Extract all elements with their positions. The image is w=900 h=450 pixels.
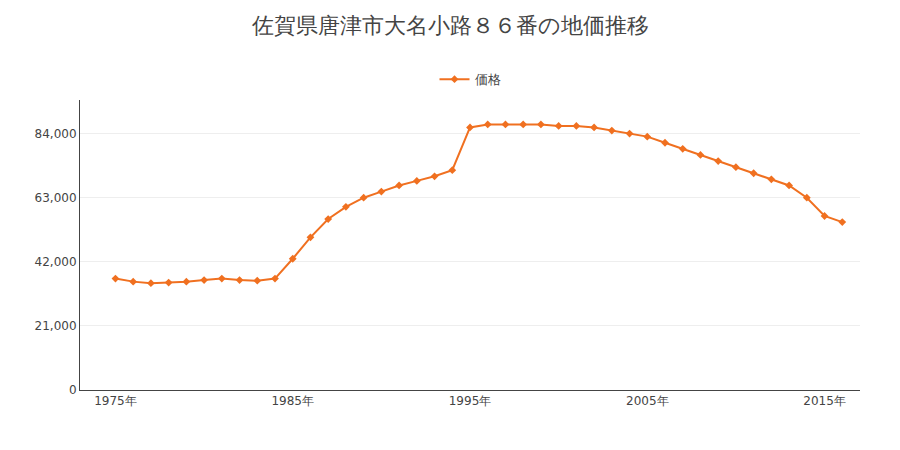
svg-text:価格: 価格 <box>475 72 501 87</box>
svg-text:0: 0 <box>69 383 77 397</box>
svg-text:1975年: 1975年 <box>94 394 137 408</box>
svg-text:84,000: 84,000 <box>35 127 77 141</box>
svg-text:42,000: 42,000 <box>35 255 77 269</box>
svg-text:1995年: 1995年 <box>449 394 492 408</box>
svg-text:1985年: 1985年 <box>271 394 314 408</box>
svg-text:2005年: 2005年 <box>626 394 669 408</box>
svg-text:21,000: 21,000 <box>35 319 77 333</box>
svg-text:63,000: 63,000 <box>35 191 77 205</box>
svg-text:佐賀県唐津市大名小路８６番の地価推移: 佐賀県唐津市大名小路８６番の地価推移 <box>252 13 649 38</box>
svg-text:2015年: 2015年 <box>803 394 846 408</box>
